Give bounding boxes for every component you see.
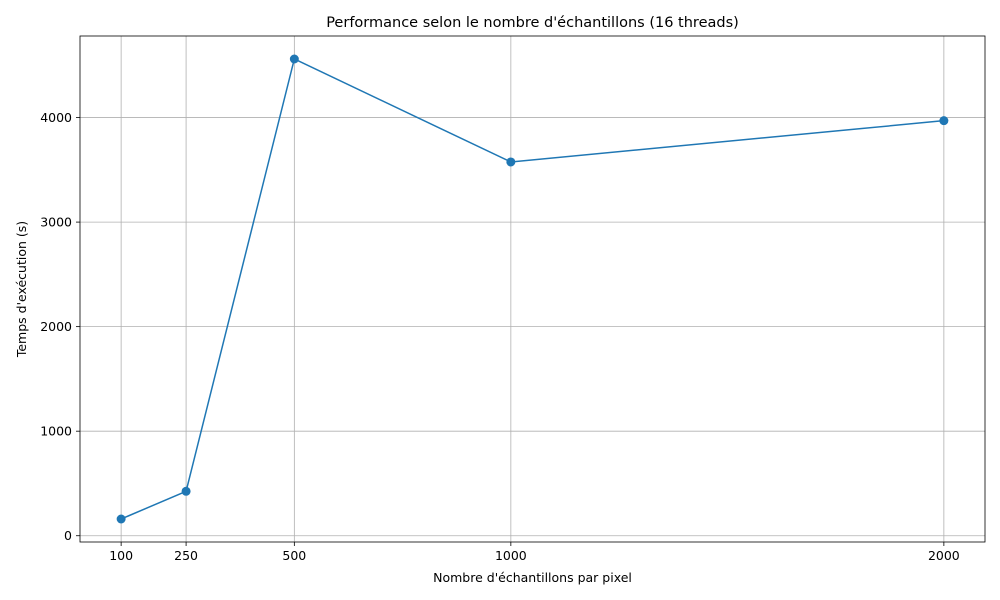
y-tick-label: 3000 bbox=[40, 215, 72, 230]
data-point bbox=[116, 514, 126, 524]
x-tick-label: 250 bbox=[174, 548, 198, 563]
y-tick-label: 4000 bbox=[40, 110, 72, 125]
plot-frame bbox=[79, 35, 986, 543]
data-point bbox=[506, 157, 516, 167]
data-point bbox=[939, 116, 949, 126]
x-axis-label: Nombre d'échantillons par pixel bbox=[433, 570, 632, 585]
x-tick-label: 500 bbox=[282, 548, 306, 563]
y-tick-label: 0 bbox=[64, 528, 72, 543]
data-point bbox=[181, 486, 191, 496]
y-tick-label: 1000 bbox=[40, 424, 72, 439]
y-axis-label: Temps d'exécution (s) bbox=[14, 221, 29, 358]
data-point bbox=[289, 54, 299, 64]
series-layer bbox=[116, 54, 949, 524]
series-line bbox=[120, 57, 944, 520]
ticks-layer: 100 250 500 1000 2000 0 1000 2000 3000 4000 bbox=[40, 110, 960, 563]
grid-layer bbox=[80, 36, 985, 542]
chart-title: Performance selon le nombre d'échantillo… bbox=[326, 15, 739, 31]
x-tick-label: 1000 bbox=[495, 548, 527, 563]
x-tick-label: 100 bbox=[109, 548, 133, 563]
y-tick-label: 2000 bbox=[40, 319, 72, 334]
x-tick-label: 2000 bbox=[928, 548, 960, 563]
